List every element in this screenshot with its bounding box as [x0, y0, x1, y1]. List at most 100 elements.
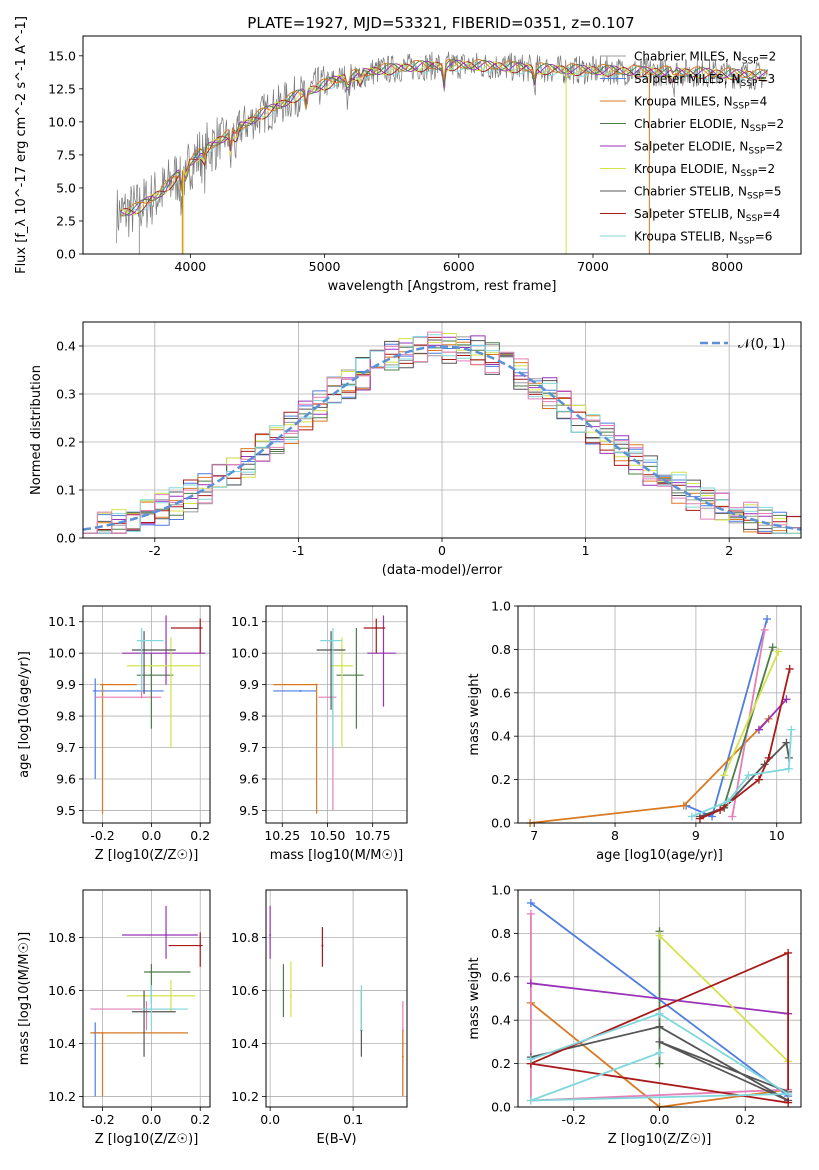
plus-marker [763, 615, 772, 624]
plus-marker [655, 931, 664, 940]
plus-marker [782, 695, 791, 704]
model-spectrum-line [120, 59, 768, 217]
x-tick-label: 0.0 [141, 1112, 161, 1127]
y-tick-label: 10.4 [231, 1036, 259, 1051]
observed-spectrum-line [116, 51, 768, 244]
data-point [340, 664, 343, 667]
y-tick-label: 2.5 [56, 213, 76, 228]
y-tick-label: 0.4 [491, 1013, 511, 1028]
data-point [143, 1010, 146, 1013]
x-axis-label: Z [log10(Z/Z☉)] [95, 848, 199, 863]
plus-marker [655, 1059, 664, 1068]
x-tick-label: 8000 [711, 259, 743, 274]
plus-marker [526, 909, 535, 918]
y-tick-label: 1.0 [491, 883, 511, 898]
data-point [382, 652, 385, 655]
plus-marker [744, 771, 753, 780]
x-axis-label: wavelength [Angstrom, rest frame] [328, 279, 557, 294]
data-point [143, 649, 146, 652]
y-tick-label: 9.8 [56, 709, 76, 724]
y-tick-label: 0.0 [491, 816, 511, 831]
y-tick-label: 10.0 [48, 646, 76, 661]
x-axis-label: Z [log10(Z/Z☉)] [608, 1132, 712, 1147]
model-spectrum-line [120, 59, 768, 216]
plus-marker [764, 753, 773, 762]
plus-marker [787, 725, 796, 734]
data-point [355, 674, 358, 677]
legend-entry: Kroupa STELIB, NSSP=6 [634, 230, 772, 247]
y-axis-label: mass [log10(M/M☉)] [17, 932, 32, 1065]
mass-weight-line [529, 718, 770, 824]
data-point [375, 627, 378, 630]
y-tick-label: 0.0 [56, 531, 76, 546]
x-tick-label: -2 [149, 543, 161, 558]
data-point [315, 683, 318, 686]
plus-marker [695, 814, 704, 823]
plus-marker [526, 1055, 535, 1064]
data-point [321, 944, 324, 947]
mass-weight-line [723, 651, 780, 776]
mass-weight-line [530, 951, 789, 1104]
plus-marker [785, 664, 794, 673]
plus-marker [526, 899, 535, 908]
axes-frame [82, 35, 802, 255]
legend-entry: Chabrier MILES, NSSP=2 [634, 50, 776, 67]
y-tick-label: 10.6 [231, 983, 259, 998]
plus-marker [655, 1022, 664, 1031]
plus-marker [784, 1089, 793, 1098]
axes-frame [265, 889, 408, 1108]
y-tick-label: 0.2 [491, 772, 511, 787]
data-point [199, 627, 202, 630]
y-tick-label: 10.1 [231, 614, 259, 629]
mass-weight-line [530, 982, 789, 1015]
data-point [150, 674, 153, 677]
y-tick-label: 1.0 [491, 599, 511, 614]
spectrum-panel: PLATE=1927, MJD=53321, FIBERID=0351, z=0… [14, 14, 802, 294]
y-tick-label: 0.4 [56, 339, 76, 354]
axes-frame [517, 605, 802, 824]
y-tick-label: 0.6 [491, 969, 511, 984]
legend-entry: Salpeter MILES, NSSP=3 [634, 72, 775, 89]
x-tick-label: 0.1 [343, 1112, 363, 1127]
x-axis-label: age [log10(age/yr)] [596, 848, 723, 863]
plus-marker [768, 643, 777, 652]
residual-histogram-step [83, 331, 801, 534]
y-tick-label: 10.1 [48, 614, 76, 629]
y-tick-label: 0.2 [56, 435, 76, 450]
plus-marker [716, 805, 725, 814]
y-tick-label: 12.5 [48, 81, 76, 96]
x-tick-label: 0.2 [190, 1112, 210, 1127]
y-tick-label: 15.0 [48, 48, 76, 63]
data-point [140, 696, 143, 699]
x-tick-label: 6000 [443, 259, 475, 274]
model-spectrum-line [120, 58, 768, 217]
mass-weight-line [658, 934, 789, 1063]
axes-frame [82, 889, 211, 1108]
data-point [140, 639, 143, 642]
data-point [199, 944, 202, 947]
data-point [101, 1031, 104, 1034]
plus-marker [784, 764, 793, 773]
x-axis-label: Z [log10(Z/Z☉)] [95, 1132, 199, 1147]
y-tick-label: 0.6 [491, 685, 511, 700]
x-tick-label: -1 [292, 543, 304, 558]
plus-marker [720, 771, 729, 780]
y-tick-label: 10.4 [48, 1036, 76, 1051]
data-point [101, 683, 104, 686]
plus-marker [655, 1009, 664, 1018]
legend-entry: Chabrier ELODIE, NSSP=2 [634, 117, 784, 134]
data-point [269, 933, 272, 936]
legend-entry: Kroupa ELODIE, NSSP=2 [634, 162, 775, 179]
gaussian-reference-curve [82, 345, 802, 531]
plus-marker [526, 979, 535, 988]
plus-marker [754, 775, 763, 784]
y-tick-label: 9.6 [56, 771, 76, 786]
y-tick-label: 0.0 [491, 1100, 511, 1115]
data-point [150, 1008, 153, 1011]
y-tick-label: 9.5 [56, 803, 76, 818]
axes-frame [82, 605, 211, 824]
x-tick-label: 1 [582, 543, 590, 558]
data-point [165, 652, 168, 655]
legend-entry: 𝒩(0, 1) [738, 337, 785, 352]
